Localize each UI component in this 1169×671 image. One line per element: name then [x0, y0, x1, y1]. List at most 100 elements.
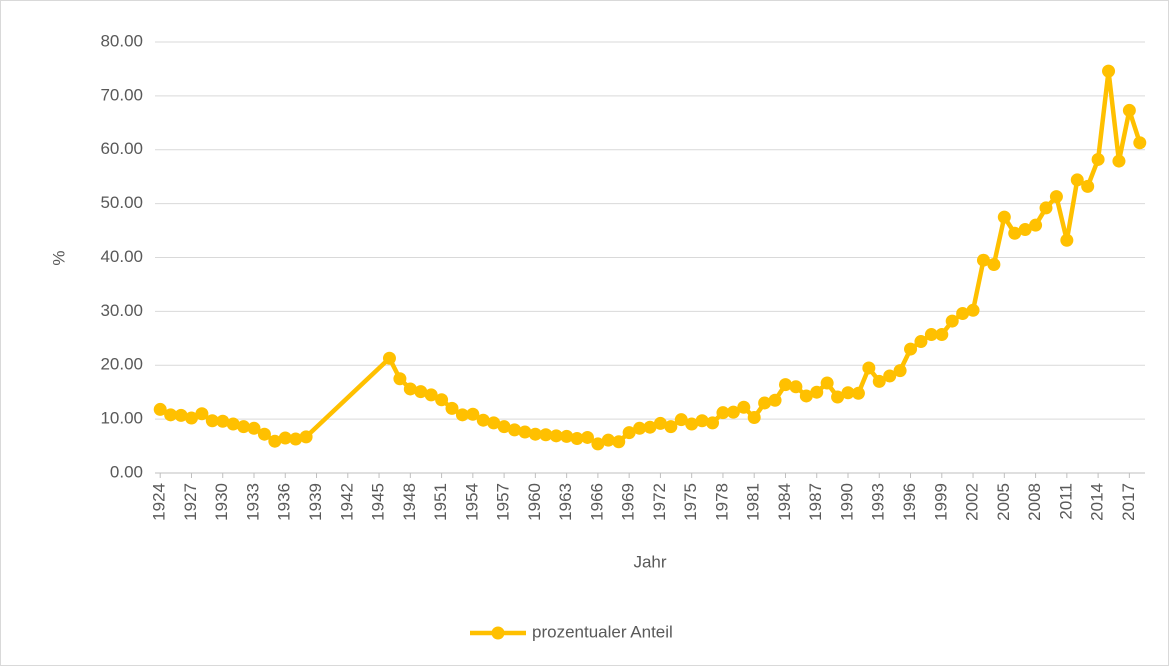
x-tick-label: 1954	[462, 483, 481, 521]
marker	[528, 427, 542, 441]
marker	[1112, 154, 1126, 168]
marker	[997, 210, 1011, 224]
x-tick-label: 1948	[400, 483, 419, 521]
marker	[966, 303, 980, 317]
y-tick-label: 20.00	[100, 355, 143, 374]
x-tick-label: 1939	[306, 483, 325, 521]
marker	[278, 431, 292, 445]
marker	[424, 388, 438, 402]
marker	[414, 385, 428, 399]
marker	[1008, 226, 1022, 240]
marker	[435, 393, 449, 407]
marker	[497, 420, 511, 434]
marker	[612, 435, 626, 449]
marker	[924, 328, 938, 342]
marker	[570, 432, 584, 446]
marker	[1102, 64, 1116, 78]
x-tick-label: 1984	[775, 483, 794, 521]
marker	[831, 390, 845, 404]
y-tick-label: 40.00	[100, 247, 143, 266]
marker	[904, 342, 918, 356]
marker	[560, 429, 574, 443]
marker	[1060, 233, 1074, 247]
x-tick-label: 1963	[556, 483, 575, 521]
marker	[268, 434, 282, 448]
x-tick-label: 1981	[744, 483, 763, 521]
marker	[716, 406, 730, 420]
marker	[747, 411, 761, 425]
marker	[789, 380, 803, 394]
marker	[205, 414, 219, 428]
x-tick-label: 1942	[337, 483, 356, 521]
marker	[476, 413, 490, 427]
x-tick-label: 2005	[994, 483, 1013, 521]
marker	[1070, 173, 1084, 187]
marker	[257, 427, 271, 441]
marker	[518, 425, 532, 439]
x-tick-label: 1966	[587, 483, 606, 521]
marker	[622, 426, 636, 440]
marker	[508, 423, 522, 437]
marker	[674, 413, 688, 427]
marker	[299, 430, 313, 444]
x-tick-label: 1987	[806, 483, 825, 521]
marker	[862, 361, 876, 375]
marker	[893, 364, 907, 378]
marker	[810, 385, 824, 399]
y-tick-label: 0.00	[110, 462, 143, 481]
marker	[487, 416, 501, 430]
marker	[580, 430, 594, 444]
marker	[820, 376, 834, 390]
marker	[382, 351, 396, 365]
marker	[737, 400, 751, 414]
marker	[184, 411, 198, 425]
marker	[539, 428, 553, 442]
x-tick-label: 2011	[1056, 483, 1075, 520]
marker	[758, 396, 772, 410]
marker	[403, 382, 417, 396]
x-tick-label: 1969	[619, 483, 638, 521]
marker	[664, 420, 678, 434]
y-axis-label: %	[49, 250, 68, 265]
legend-marker	[491, 626, 505, 640]
x-tick-label: 1975	[681, 483, 700, 521]
marker	[601, 433, 615, 447]
marker	[195, 407, 209, 421]
marker	[1039, 201, 1053, 215]
marker	[872, 374, 886, 388]
marker	[987, 258, 1001, 272]
y-tick-label: 70.00	[100, 85, 143, 104]
marker	[393, 372, 407, 386]
marker	[945, 314, 959, 328]
marker	[1029, 218, 1043, 232]
marker	[685, 417, 699, 431]
marker	[455, 408, 469, 422]
marker	[956, 307, 970, 321]
marker	[633, 421, 647, 435]
marker	[237, 420, 251, 434]
x-tick-label: 1993	[869, 483, 888, 521]
x-tick-label: 1945	[369, 483, 388, 521]
legend-label: prozentualer Anteil	[532, 622, 673, 641]
x-tick-label: 1960	[525, 483, 544, 521]
marker	[914, 335, 928, 349]
marker	[976, 253, 990, 267]
marker	[153, 402, 167, 416]
marker	[174, 408, 188, 422]
x-tick-label: 1978	[712, 483, 731, 521]
x-tick-label: 1936	[275, 483, 294, 521]
marker	[799, 389, 813, 403]
marker	[883, 369, 897, 383]
marker	[289, 432, 303, 446]
y-tick-label: 50.00	[100, 193, 143, 212]
marker	[549, 429, 563, 443]
marker	[643, 420, 657, 434]
y-tick-label: 10.00	[100, 409, 143, 428]
y-tick-label: 80.00	[100, 31, 143, 50]
marker	[164, 408, 178, 422]
marker	[226, 417, 240, 431]
marker	[1049, 190, 1063, 204]
marker	[695, 414, 709, 428]
